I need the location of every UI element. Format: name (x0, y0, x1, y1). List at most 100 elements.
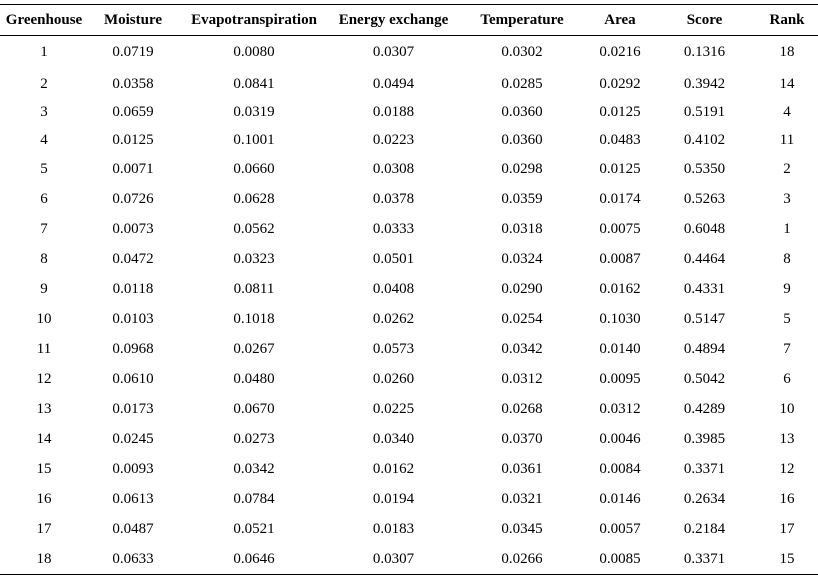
table-row: 9 0.0118 0.0811 0.0408 0.0290 0.0162 0.4331 9 (0, 274, 818, 304)
cell-moisture: 0.0659 (112, 104, 154, 121)
cell-area: 0.0174 (599, 190, 641, 207)
cell-evapotranspiration: 0.0784 (233, 490, 275, 507)
cell-greenhouse: 6 (40, 190, 48, 207)
cell-moisture: 0.0610 (112, 370, 154, 387)
cell-energy-exchange: 0.0183 (372, 520, 415, 537)
cell-evapotranspiration: 0.0628 (233, 190, 275, 207)
header-row: Greenhouse Moisture Evapotranspiration E… (0, 4, 818, 36)
cell-energy-exchange: 0.0308 (372, 160, 415, 177)
cell-area: 0.0162 (599, 280, 641, 297)
cell-score: 0.4894 (683, 340, 726, 357)
cell-area: 0.0312 (599, 400, 641, 417)
cell-area: 0.0085 (599, 550, 641, 567)
cell-moisture: 0.0358 (112, 75, 154, 92)
table-row: 13 0.0173 0.0670 0.0225 0.0268 0.0312 0.4289 10 (0, 394, 818, 424)
table-row: 16 0.0613 0.0784 0.0194 0.0321 0.0146 0.2634 16 (0, 484, 818, 514)
header-temperature: Temperature (480, 11, 564, 28)
cell-score: 0.2634 (683, 490, 726, 507)
cell-temperature: 0.0342 (501, 340, 543, 357)
cell-temperature: 0.0318 (501, 220, 543, 237)
cell-moisture: 0.0719 (112, 44, 154, 60)
cell-evapotranspiration: 0.0323 (233, 250, 275, 267)
cell-greenhouse: 8 (40, 250, 48, 267)
cell-rank: 18 (779, 44, 795, 60)
cell-temperature: 0.0360 (501, 104, 543, 121)
table-row: 7 0.0073 0.0562 0.0333 0.0318 0.0075 0.6048 1 (0, 214, 818, 244)
cell-temperature: 0.0361 (501, 460, 543, 477)
cell-temperature: 0.0285 (501, 75, 543, 92)
table-row: 17 0.0487 0.0521 0.0183 0.0345 0.0057 0.2184 17 (0, 514, 818, 544)
cell-greenhouse: 13 (36, 400, 52, 417)
cell-temperature: 0.0345 (501, 520, 543, 537)
cell-energy-exchange: 0.0378 (372, 190, 415, 207)
cell-greenhouse: 9 (40, 280, 48, 297)
cell-evapotranspiration: 0.0273 (233, 430, 275, 447)
header-moisture: Moisture (103, 11, 163, 28)
cell-moisture: 0.0071 (112, 160, 154, 177)
cell-energy-exchange: 0.0223 (372, 131, 415, 148)
cell-evapotranspiration: 0.0660 (233, 160, 275, 177)
cell-score: 0.5147 (683, 310, 726, 327)
cell-energy-exchange: 0.0260 (372, 370, 415, 387)
cell-moisture: 0.0093 (112, 460, 154, 477)
table-row: 5 0.0071 0.0660 0.0308 0.0298 0.0125 0.5350 2 (0, 154, 818, 184)
cell-score: 0.2184 (683, 520, 726, 537)
cell-rank: 5 (783, 310, 791, 327)
cell-score: 0.5042 (683, 370, 726, 387)
cell-evapotranspiration: 0.0670 (233, 400, 275, 417)
cell-score: 0.4331 (683, 280, 726, 297)
cell-score: 0.4289 (683, 400, 726, 417)
greenhouse-score-table-container: Greenhouse Moisture Evapotranspiration E… (0, 4, 818, 575)
cell-energy-exchange: 0.0307 (372, 550, 415, 567)
cell-rank: 1 (783, 220, 791, 237)
cell-rank: 17 (779, 520, 795, 537)
cell-greenhouse: 17 (36, 520, 52, 537)
cell-energy-exchange: 0.0262 (372, 310, 415, 327)
cell-rank: 12 (779, 460, 795, 477)
cell-score: 0.5350 (683, 160, 726, 177)
cell-moisture: 0.0472 (112, 250, 154, 267)
cell-evapotranspiration: 0.0646 (233, 550, 275, 567)
cell-rank: 2 (783, 160, 791, 177)
cell-energy-exchange: 0.0501 (372, 250, 415, 267)
cell-evapotranspiration: 0.0342 (233, 460, 275, 477)
cell-energy-exchange: 0.0188 (372, 104, 415, 121)
cell-area: 0.1030 (599, 310, 641, 327)
cell-greenhouse: 15 (36, 460, 52, 477)
cell-greenhouse: 11 (36, 340, 52, 357)
cell-energy-exchange: 0.0225 (372, 400, 415, 417)
table-row: 4 0.0125 0.1001 0.0223 0.0360 0.0483 0.4102 11 (0, 127, 818, 155)
table-row: 18 0.0633 0.0646 0.0307 0.0266 0.0085 0.3371 15 (0, 544, 818, 575)
cell-moisture: 0.0073 (112, 220, 154, 237)
table-row: 3 0.0659 0.0319 0.0188 0.0360 0.0125 0.5191 4 (0, 99, 818, 127)
cell-moisture: 0.0633 (112, 550, 154, 567)
cell-rank: 6 (783, 370, 791, 387)
cell-temperature: 0.0321 (501, 490, 543, 507)
cell-area: 0.0483 (599, 131, 641, 148)
cell-energy-exchange: 0.0194 (372, 490, 415, 507)
cell-moisture: 0.0726 (112, 190, 154, 207)
cell-temperature: 0.0266 (501, 550, 543, 567)
cell-score: 0.3942 (683, 75, 726, 92)
cell-score: 0.3371 (683, 460, 726, 477)
cell-area: 0.0140 (599, 340, 641, 357)
cell-evapotranspiration: 0.0480 (233, 370, 275, 387)
cell-area: 0.0125 (599, 160, 641, 177)
cell-area: 0.0216 (599, 44, 641, 60)
cell-temperature: 0.0370 (501, 430, 543, 447)
cell-moisture: 0.0118 (112, 280, 154, 297)
cell-rank: 4 (783, 104, 791, 121)
cell-evapotranspiration: 0.1018 (233, 310, 275, 327)
table-row: 14 0.0245 0.0273 0.0340 0.0370 0.0046 0.3985 13 (0, 424, 818, 454)
table-row: 12 0.0610 0.0480 0.0260 0.0312 0.0095 0.5042 6 (0, 364, 818, 394)
cell-greenhouse: 5 (40, 160, 48, 177)
cell-temperature: 0.0312 (501, 370, 543, 387)
table-header: Greenhouse Moisture Evapotranspiration E… (0, 4, 818, 36)
cell-moisture: 0.0103 (112, 310, 154, 327)
table-row: 15 0.0093 0.0342 0.0162 0.0361 0.0084 0.3371 12 (0, 454, 818, 484)
cell-moisture: 0.0125 (112, 131, 154, 148)
cell-rank: 8 (783, 250, 791, 267)
header-rank: Rank (769, 11, 805, 28)
cell-moisture: 0.0487 (112, 520, 154, 537)
cell-greenhouse: 2 (40, 75, 48, 92)
